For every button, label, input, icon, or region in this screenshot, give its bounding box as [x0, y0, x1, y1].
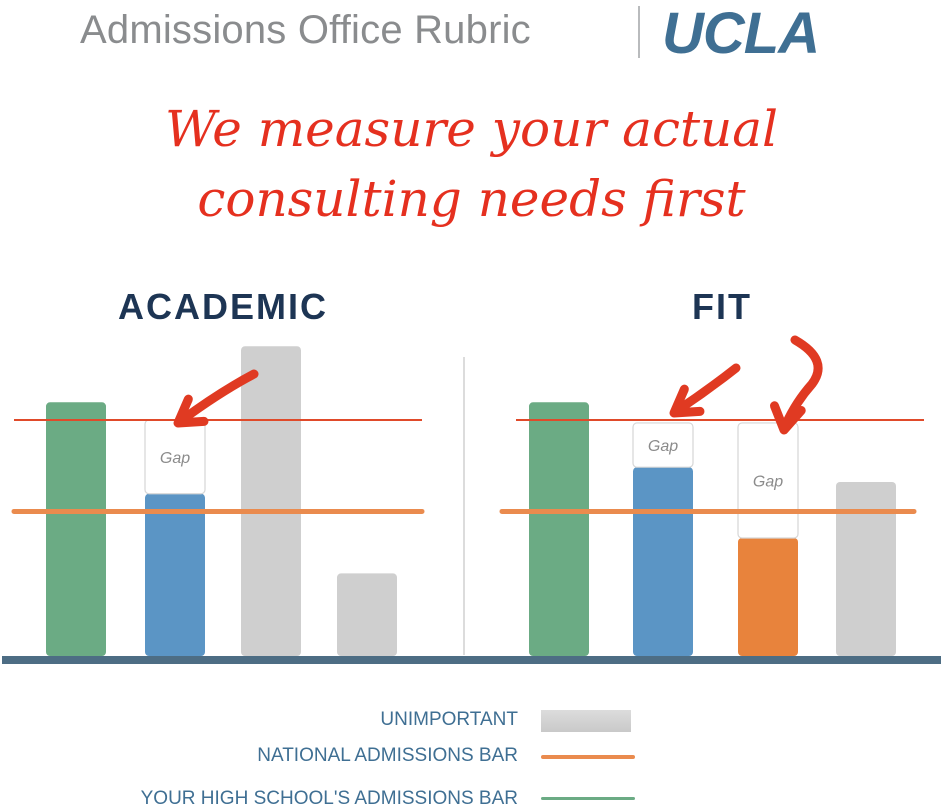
arrow-icon — [177, 369, 259, 425]
header-title: Admissions Office Rubric — [80, 8, 531, 52]
fit-gap-box-2 — [632, 422, 694, 468]
arrow-icon-head — [173, 394, 209, 428]
arrow-icon — [673, 363, 741, 415]
fit-bar-2 — [633, 467, 693, 656]
academic-bar-4 — [337, 573, 397, 656]
legend-swatch-high-school — [541, 797, 635, 800]
headline-line-2: consulting needs first — [197, 170, 746, 228]
legend-swatch-unimportant — [541, 710, 631, 732]
header: Admissions Office Rubric UCLA — [0, 0, 943, 70]
academic-bar-1 — [46, 402, 106, 656]
arrow-icon — [781, 335, 823, 429]
fit-gap-label-3: Gap — [753, 473, 783, 490]
header-divider — [638, 6, 640, 58]
legend-label-high-school: YOUR HIGH SCHOOL'S ADMISSIONS BAR — [140, 788, 518, 809]
legend-label-national: NATIONAL ADMISSIONS BAR — [257, 745, 518, 766]
fit-bar-1 — [529, 402, 589, 656]
chart-baseline — [2, 656, 941, 664]
academic-gap-label-2: Gap — [160, 450, 190, 467]
legend-swatch-national — [541, 755, 635, 759]
fit-gap-label-2: Gap — [648, 438, 678, 455]
academic-bar-2 — [145, 493, 205, 656]
fit-panel-title: FIT — [692, 286, 752, 327]
headline-line-1: We measure your actual — [164, 100, 779, 158]
legend-label-unimportant: UNIMPORTANT — [380, 709, 518, 730]
arrow-icon-head — [769, 401, 806, 435]
ucla-logo: UCLA — [662, 1, 820, 66]
arrow-icon-head — [669, 384, 705, 418]
fit-bar-3 — [738, 538, 798, 656]
fit-bar-4 — [836, 481, 896, 656]
academic-panel-title: ACADEMIC — [118, 286, 328, 327]
academic-bar-3 — [241, 346, 301, 656]
